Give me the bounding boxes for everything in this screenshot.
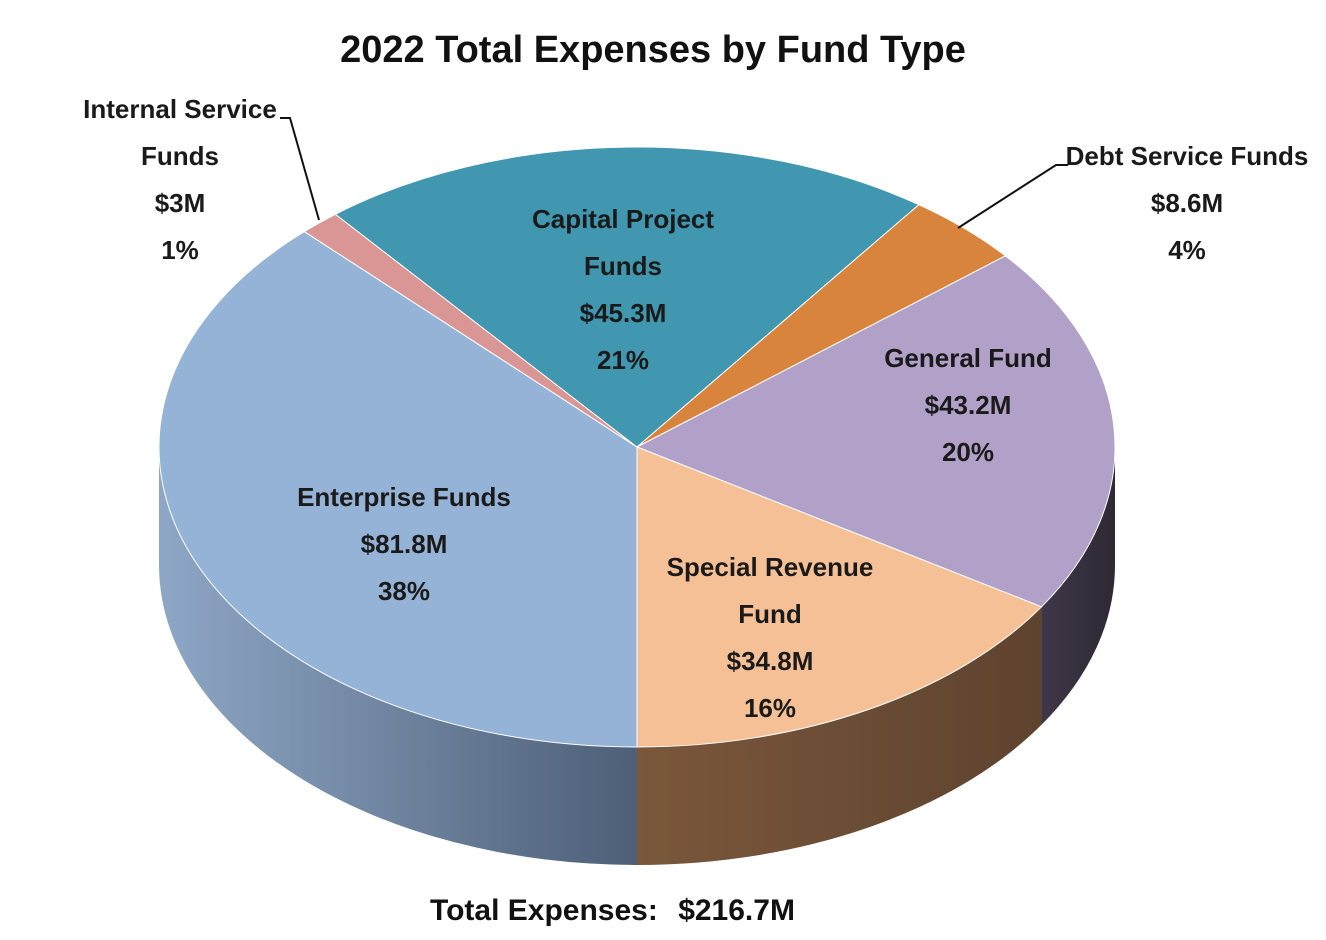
slice-name-debt: Debt Service Funds [1066,141,1309,171]
total-expenses-value: $216.7M [678,894,795,927]
total-expenses-label: Total Expenses: $216.7M [430,894,795,927]
side-wall-special [637,606,1042,866]
slice-percent-debt: 4% [1168,235,1206,265]
slice-value-general: $43.2M [925,390,1012,420]
slice-value-internal: $3M [155,188,206,218]
slice-name-special: Special Revenue [667,552,874,582]
slice-name-internal: Funds [141,141,219,171]
slice-labels: Enterprise Funds $81.8M 38% Internal Servic… [83,94,1308,723]
slice-label-general: General Fund $43.2M 20% [884,343,1052,467]
chart-title: 2022 Total Expenses by Fund Type [340,29,966,71]
leader-line-internal [280,117,320,221]
total-expenses-caption: Total Expenses: [430,894,658,927]
pie-side-walls [159,447,1115,866]
leader-lines [280,117,1068,229]
slice-label-enterprise: Enterprise Funds $81.8M 38% [297,482,511,606]
slice-percent-general: 20% [942,437,994,467]
slice-name-special: Fund [738,599,802,629]
slice-enterprise [158,230,638,748]
slice-value-enterprise: $81.8M [361,529,448,559]
leader-line-debt [957,164,1068,229]
slice-percent-special: 16% [744,693,796,723]
slice-capital [334,146,920,448]
slice-general [635,255,1116,608]
slice-value-debt: $8.6M [1151,188,1223,218]
slice-name-capital: Funds [584,251,662,281]
side-wall-enterprise [159,447,637,865]
slice-label-capital: Capital Project Funds $45.3M 21% [532,204,714,375]
pie-top-slices [158,146,1116,748]
slice-label-internal: Internal Service Funds $3M 1% [83,94,277,265]
slice-percent-enterprise: 38% [378,576,430,606]
slice-name-capital: Capital Project [532,204,714,234]
slice-special [636,446,1043,748]
slice-percent-internal: 1% [161,235,199,265]
slice-name-general: General Fund [884,343,1052,373]
slice-label-special: Special Revenue Fund $34.8M 16% [667,552,874,723]
slice-label-debt: Debt Service Funds $8.6M 4% [1066,141,1309,265]
side-wall-general [1041,447,1115,725]
slice-percent-capital: 21% [597,345,649,375]
slice-name-enterprise: Enterprise Funds [297,482,511,512]
slice-name-internal: Internal Service [83,94,277,124]
slice-value-capital: $45.3M [580,298,667,328]
slice-value-special: $34.8M [727,646,814,676]
